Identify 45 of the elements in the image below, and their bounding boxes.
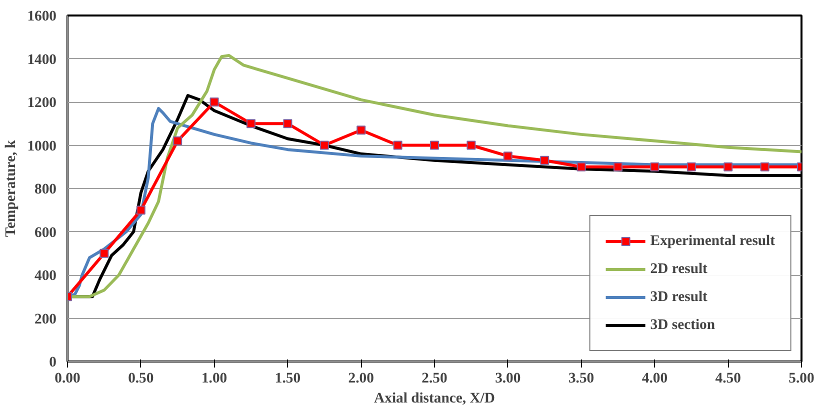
x-tick-label: 0.50 <box>128 370 154 386</box>
point <box>356 126 366 135</box>
y-tick-label: 800 <box>34 182 56 198</box>
point <box>246 119 256 128</box>
y-tick-label: 1600 <box>27 8 56 24</box>
legend-label: 2D result <box>650 260 708 278</box>
legend-label: 3D section <box>650 316 716 334</box>
point <box>650 162 660 172</box>
point <box>576 162 586 172</box>
point <box>540 156 550 165</box>
point <box>283 119 292 128</box>
y-tick-label: 600 <box>34 224 56 241</box>
x-tick-label: 4.50 <box>715 370 741 386</box>
x-tick-label: 5.00 <box>788 370 814 386</box>
point <box>724 162 733 172</box>
x-tick-label: 2.00 <box>348 370 374 386</box>
x-axis-title: Axial distance, X/D <box>374 390 495 406</box>
legend-label: 3D result <box>650 288 708 306</box>
point <box>466 140 476 150</box>
y-tick-label: 0 <box>49 354 56 370</box>
point <box>320 140 329 150</box>
point <box>614 162 622 172</box>
point <box>210 98 219 106</box>
x-tick-label: 4.00 <box>642 370 668 386</box>
x-tick-label: 1.00 <box>201 370 228 386</box>
point <box>430 140 439 150</box>
y-tick-label: 1200 <box>27 95 56 111</box>
y-axis-title: Temperature, k <box>3 139 20 237</box>
point <box>100 248 109 258</box>
x-tick-label: 2.50 <box>422 370 448 386</box>
point <box>686 162 696 172</box>
point <box>393 140 402 150</box>
x-tick-label: 0.00 <box>54 370 80 386</box>
x-tick-label: 3.00 <box>495 370 521 386</box>
y-tick-label: 1000 <box>27 138 56 154</box>
point <box>760 162 770 172</box>
legend-label: Experimental result <box>650 232 775 250</box>
x-tick-label: 3.50 <box>568 370 594 386</box>
y-tick-label: 200 <box>34 311 56 328</box>
y-tick-label: 400 <box>34 268 56 284</box>
point <box>173 136 182 146</box>
point <box>503 152 512 161</box>
point <box>136 206 146 215</box>
x-tick-label: 1.50 <box>274 370 301 386</box>
y-tick-label: 1400 <box>27 52 56 68</box>
